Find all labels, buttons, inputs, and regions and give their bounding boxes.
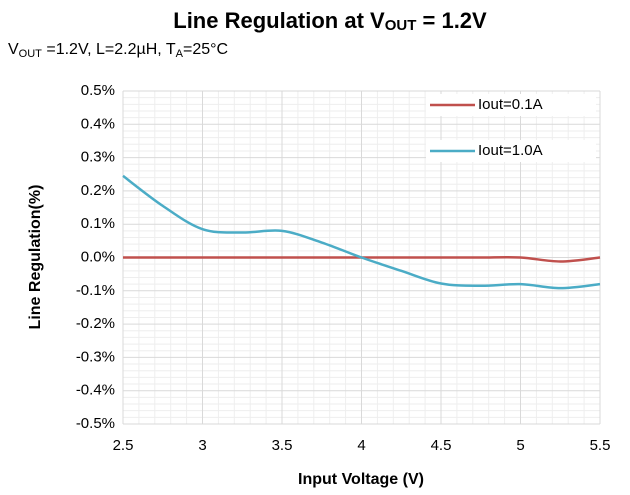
legend-label: Iout=0.1A [478,96,543,113]
y-tick-label: -0.2% [76,315,115,332]
legend-background [426,140,596,162]
x-tick-label: 2.5 [113,437,134,454]
x-tick-label: 4.5 [431,437,452,454]
title-part: = 1.2V [416,8,487,33]
chart-title: Line Regulation at VOUT = 1.2V [173,8,487,34]
subtitle-part: =25°C [183,41,228,58]
y-tick-label: -0.4% [76,382,115,399]
title-part: Line Regulation at V [173,8,385,33]
x-tick-label: 4 [357,437,365,454]
y-tick-label: 0.3% [81,149,115,166]
subtitle-subscript: A [176,48,184,60]
y-tick-label: 0.2% [81,182,115,199]
x-tick-label: 5 [516,437,524,454]
series-line [122,174,601,290]
y-axis-label: Line Regulation(%) [27,185,44,330]
y-tick-label: -0.1% [76,282,115,299]
title-subscript: OUT [385,17,417,34]
y-tick-label: 0.0% [81,248,115,265]
y-tick-label: 0.5% [81,82,115,99]
y-tick-label: -0.3% [76,348,115,365]
subtitle-part: =1.2V, L=2.2µH, T [42,41,176,58]
x-tick-label: 3.5 [272,437,293,454]
x-tick-label: 5.5 [590,437,611,454]
legend-background [426,94,596,116]
x-axis-label: Input Voltage (V) [298,471,424,488]
legend-label: Iout=1.0A [478,142,543,159]
y-tick-label: 0.4% [81,115,115,132]
x-tick-label: 3 [198,437,206,454]
subtitle-part: V [8,41,19,58]
y-tick-label: 0.1% [81,215,115,232]
chart-subtitle: VOUT =1.2V, L=2.2µH, TA=25°C [8,41,228,60]
y-tick-label: -0.5% [76,415,115,432]
subtitle-subscript: OUT [19,48,43,60]
